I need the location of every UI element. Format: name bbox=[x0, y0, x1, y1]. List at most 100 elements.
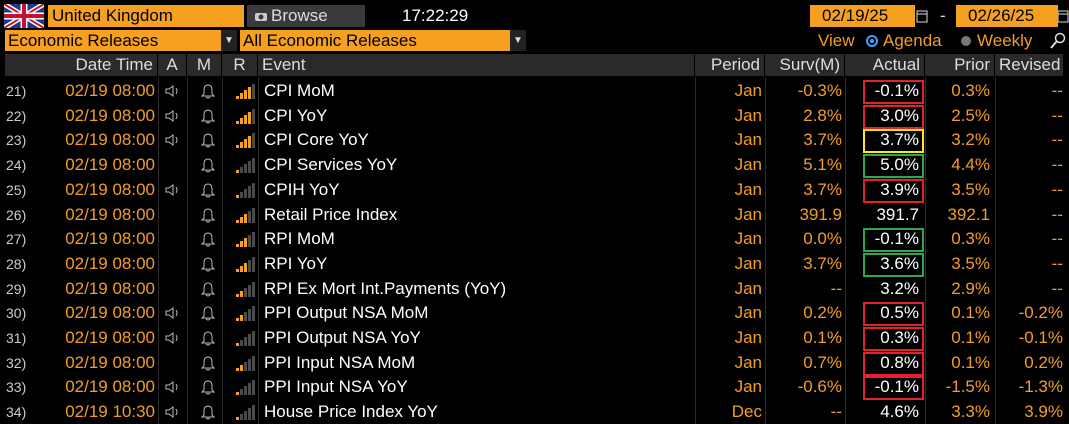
relevance-bar bbox=[244, 114, 247, 124]
actual: -0.1% bbox=[874, 229, 919, 249]
speaker-icon bbox=[165, 406, 178, 419]
relevance-bar bbox=[236, 417, 239, 421]
relevance-bar bbox=[236, 170, 239, 174]
date-time: 02/19 08:00 bbox=[65, 377, 155, 397]
relevance-bar bbox=[236, 268, 239, 272]
relevance-bar bbox=[236, 367, 239, 371]
column-separator bbox=[222, 78, 223, 424]
relevance-bar bbox=[244, 90, 247, 99]
revised: -- bbox=[1051, 229, 1063, 249]
column-separator bbox=[695, 78, 696, 424]
event: House Price Index YoY bbox=[264, 402, 438, 422]
category-label: Economic Releases bbox=[8, 31, 159, 50]
relevance-bar bbox=[240, 241, 243, 248]
date-time: 02/19 08:00 bbox=[65, 253, 155, 273]
relevance-bar bbox=[240, 93, 243, 99]
category-dropdown[interactable]: Economic Releases ▼ bbox=[5, 30, 237, 51]
relevance-bar bbox=[248, 185, 251, 198]
period: Jan bbox=[734, 253, 762, 273]
view-label: View bbox=[818, 31, 855, 50]
period: Jan bbox=[734, 81, 762, 100]
relevance-bar bbox=[248, 87, 251, 99]
actual: 3.0% bbox=[880, 105, 919, 125]
survey: 0.1% bbox=[803, 328, 842, 347]
relevance-bar bbox=[244, 312, 247, 322]
relevance-bars bbox=[236, 182, 255, 198]
relevance-bar bbox=[252, 256, 255, 272]
filter-dropdown[interactable]: All Economic Releases ▼ bbox=[240, 30, 526, 51]
actual: -0.1% bbox=[874, 377, 919, 397]
survey: 0.2% bbox=[803, 303, 842, 323]
period: Jan bbox=[734, 278, 762, 298]
relevance-bar bbox=[248, 235, 251, 248]
survey: 3.7% bbox=[803, 253, 842, 273]
period: Jan bbox=[734, 328, 762, 347]
radio[interactable] bbox=[960, 35, 972, 47]
survey: -0.3% bbox=[797, 81, 842, 100]
column-header: Actual bbox=[845, 54, 924, 76]
survey: -0.6% bbox=[797, 377, 842, 397]
prior: 0.3% bbox=[951, 81, 990, 100]
event: CPI Services YoY bbox=[264, 155, 398, 175]
start-date[interactable]: 02/19/25 bbox=[810, 5, 915, 27]
relevance-bar bbox=[252, 380, 255, 396]
calendar-icon[interactable] bbox=[916, 9, 928, 23]
relevance-bars bbox=[236, 355, 255, 371]
relevance-bar bbox=[252, 281, 255, 297]
calendar-icon[interactable] bbox=[1058, 9, 1069, 23]
uk-flag bbox=[4, 4, 44, 28]
end-date[interactable]: 02/26/25 bbox=[956, 5, 1058, 27]
row-index: 21) bbox=[6, 83, 27, 99]
relevance-bar bbox=[248, 358, 251, 371]
column-separator bbox=[925, 78, 926, 424]
relevance-bar bbox=[252, 331, 255, 346]
actual-highlight bbox=[863, 302, 924, 327]
relevance-bars bbox=[236, 380, 255, 396]
bell-icon bbox=[200, 405, 216, 420]
actual: 3.2% bbox=[880, 278, 919, 298]
column-header: Event bbox=[258, 54, 694, 76]
relevance-bar bbox=[248, 408, 251, 421]
speaker-icon bbox=[165, 381, 178, 394]
browse-button[interactable]: Browse bbox=[247, 5, 365, 27]
bell-icon bbox=[200, 183, 216, 198]
survey: 5.1% bbox=[803, 155, 842, 175]
period: Jan bbox=[734, 179, 762, 199]
actual-highlight bbox=[863, 228, 924, 253]
event: CPI YoY bbox=[264, 105, 328, 125]
event: CPI Core YoY bbox=[264, 130, 369, 150]
bell-icon bbox=[200, 84, 216, 99]
country-field[interactable]: United Kingdom bbox=[48, 5, 244, 27]
column-header: Date Time bbox=[5, 54, 157, 76]
column-separator bbox=[995, 78, 996, 424]
prior: 2.5% bbox=[951, 105, 990, 125]
prior: 4.4% bbox=[951, 155, 990, 175]
period: Jan bbox=[734, 303, 762, 323]
period: Jan bbox=[734, 204, 762, 224]
date-time: 02/19 08:00 bbox=[65, 204, 155, 224]
actual-highlight bbox=[863, 178, 924, 203]
radio-selected[interactable] bbox=[866, 35, 878, 47]
speaker-icon bbox=[165, 109, 178, 122]
actual: 0.8% bbox=[880, 352, 919, 372]
survey: 0.0% bbox=[803, 229, 842, 249]
clock: 17:22:29 bbox=[402, 6, 469, 25]
row-index: 33) bbox=[6, 379, 27, 396]
view-option[interactable]: Weekly bbox=[977, 31, 1033, 50]
prior: 392.1 bbox=[947, 204, 990, 224]
relevance-bar bbox=[244, 361, 247, 371]
column-header: Revised bbox=[995, 54, 1063, 76]
row-index: 32) bbox=[6, 354, 27, 371]
actual: 4.6% bbox=[880, 402, 919, 422]
speaker-icon bbox=[165, 134, 178, 147]
view-option[interactable]: Agenda bbox=[883, 31, 942, 50]
actual-highlight bbox=[863, 376, 924, 401]
relevance-bar bbox=[236, 392, 239, 396]
relevance-bar bbox=[244, 411, 247, 421]
actual-highlight bbox=[863, 80, 924, 104]
relevance-bar bbox=[252, 133, 255, 149]
column-separator bbox=[258, 78, 259, 424]
zoom-icon[interactable] bbox=[1048, 32, 1068, 50]
column-separator bbox=[845, 78, 846, 424]
relevance-bar bbox=[244, 287, 247, 297]
